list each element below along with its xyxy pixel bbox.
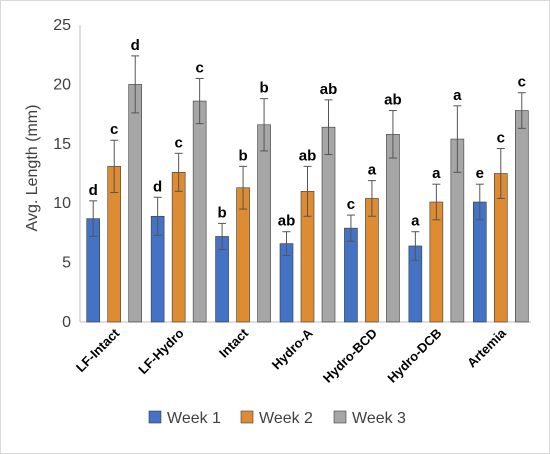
chart-legend: Week 1 Week 2 Week 3 [148,410,406,427]
significance-label: a [411,213,420,230]
legend-label: Week 2 [259,410,313,427]
significance-label: b [259,80,268,97]
y-axis-ticks: 0 5 10 15 20 25 [53,17,71,331]
legend-label: Week 3 [352,410,406,427]
bar [514,110,529,323]
bar [257,124,271,323]
bar [192,100,207,323]
bar [171,172,186,323]
x-tick-label: LF-Hydro [135,325,186,376]
significance-label: a [453,87,462,104]
significance-label: c [174,134,182,151]
y-axis-title: Avg. Length (mm) [24,105,41,232]
x-tick-label: Hydro-BCD [320,326,380,386]
bar [321,126,336,323]
y-tick-label: 10 [53,195,71,212]
significance-label: b [238,147,247,164]
bar [386,133,400,323]
legend-swatch [240,410,254,424]
significance-label: a [432,165,441,182]
significance-label: c [518,74,526,91]
bar [365,198,379,323]
y-tick-label: 20 [53,76,71,93]
y-tick-label: 5 [62,255,71,272]
significance-label: ab [278,213,296,230]
significance-label: c [497,130,505,147]
x-tick-label: Hydro-A [269,325,316,372]
x-tick-label: Hydro-DCB [384,326,444,386]
significance-label: d [153,178,162,195]
x-tick-label: Intact [216,325,252,361]
significance-label: a [368,162,377,179]
legend-swatch [333,410,347,424]
significance-label: e [476,165,484,182]
significance-label: ab [299,147,317,164]
bar [128,84,143,323]
significance-label: c [195,59,203,76]
significance-label: c [110,121,118,138]
significance-label: d [89,182,98,199]
significance-label: ab [384,92,402,109]
legend-swatch [148,410,162,424]
significance-label: ab [320,81,338,98]
x-axis-labels: LF-Intact LF-Hydro Intact Hydro-A Hydro-BCD H… [73,325,510,386]
y-tick-label: 0 [62,314,71,331]
y-tick-label: 25 [53,17,71,34]
legend-label: Week 1 [167,410,221,427]
x-tick-label: Artemia [464,325,509,370]
significance-label: b [217,204,226,221]
significance-label: d [131,37,140,54]
bar [344,227,358,323]
y-tick-label: 15 [53,136,71,153]
significance-label: c [347,196,355,213]
x-tick-label: LF-Intact [73,325,123,375]
